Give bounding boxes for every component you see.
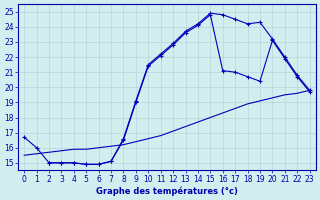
X-axis label: Graphe des températures (°c): Graphe des températures (°c): [96, 186, 238, 196]
